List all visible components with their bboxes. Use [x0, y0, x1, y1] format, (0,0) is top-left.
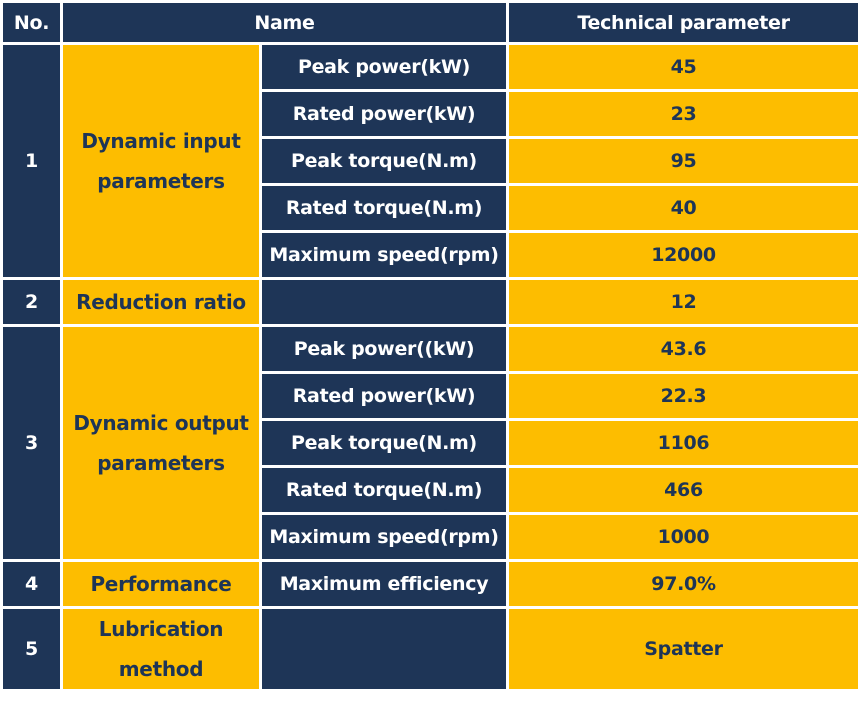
table-row: 3 Dynamic output parameters Peak power((… [0, 324, 858, 562]
sub-parameter: Peak torque(N.m) [259, 136, 509, 186]
parameter-value: 23 [506, 89, 858, 139]
table-row: 1 Dynamic input parameters Peak power(kW… [0, 42, 858, 280]
parameter-value: 466 [506, 465, 858, 515]
table-row: Rated torque(N.m) 40 [2, 183, 858, 233]
sub-parameter: Peak power(kW) [259, 42, 509, 92]
table-row: 4 Performance Maximum efficiency 97.0% [0, 559, 858, 609]
group-name: Lubrication method [60, 606, 262, 692]
group-name: Reduction ratio [60, 277, 262, 327]
sub-parameter [259, 277, 509, 327]
table-row: Maximum speed(rpm) 12000 [2, 230, 858, 280]
group-name: Dynamic output parameters [60, 324, 262, 562]
parameter-value: 22.3 [506, 371, 858, 421]
parameter-value: Spatter [506, 606, 858, 692]
parameter-value: 12 [506, 277, 858, 327]
header-technical-parameter: Technical parameter [506, 0, 858, 45]
parameter-value: 45 [506, 42, 858, 92]
sub-parameter: Rated torque(N.m) [259, 465, 509, 515]
header-name: Name [60, 0, 509, 45]
sub-parameter: Rated torque(N.m) [259, 183, 509, 233]
sub-parameter: Maximum efficiency [259, 559, 509, 609]
parameter-value: 12000 [506, 230, 858, 280]
row-number: 4 [0, 559, 63, 609]
sub-parameter: Peak power((kW) [259, 324, 509, 374]
parameter-value: 43.6 [506, 324, 858, 374]
sub-parameter [259, 606, 509, 692]
parameter-value: 97.0% [506, 559, 858, 609]
parameter-value: 1000 [506, 512, 858, 562]
sub-parameter: Maximum speed(rpm) [259, 230, 509, 280]
table-row: 2 Reduction ratio 12 [0, 277, 858, 327]
row-number: 1 [0, 42, 63, 280]
sub-parameter: Peak torque(N.m) [259, 418, 509, 468]
sub-parameter: Rated power(kW) [259, 89, 509, 139]
table-row: Peak torque(N.m) 95 [2, 136, 858, 186]
group-name: Dynamic input parameters [60, 42, 262, 280]
table-row: Rated torque(N.m) 466 [2, 465, 858, 515]
parameter-value: 1106 [506, 418, 858, 468]
table-row: Maximum speed(rpm) 1000 [2, 512, 858, 562]
table-row: Rated power(kW) 23 [2, 89, 858, 139]
header-no: No. [0, 0, 63, 45]
sub-parameter: Rated power(kW) [259, 371, 509, 421]
row-number: 2 [0, 277, 63, 327]
table-row: Peak torque(N.m) 1106 [2, 418, 858, 468]
table-row: 5 Lubrication method Spatter [0, 606, 858, 692]
parameter-value: 95 [506, 136, 858, 186]
sub-parameter: Maximum speed(rpm) [259, 512, 509, 562]
row-number: 3 [0, 324, 63, 562]
group-name: Performance [60, 559, 262, 609]
row-number: 5 [0, 606, 63, 692]
table-row: Rated power(kW) 22.3 [2, 371, 858, 421]
parameter-value: 40 [506, 183, 858, 233]
header-row: No. Name Technical parameter [0, 0, 858, 45]
technical-parameter-table: No. Name Technical parameter 1 Dynamic i… [0, 0, 858, 692]
